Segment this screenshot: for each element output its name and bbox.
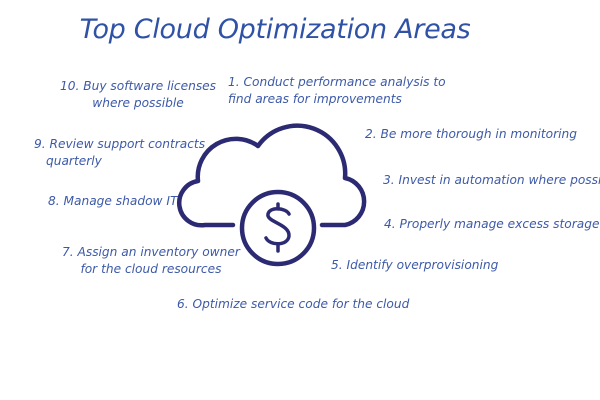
item-7: 7. Assign an inventory owner for the clo…	[62, 244, 240, 278]
item-text: 5. Identify overprovisioning	[331, 258, 499, 272]
item-text: 3. Invest in automation where possible	[383, 173, 600, 187]
item-text: find areas for improvements	[228, 92, 402, 106]
coin-circle	[239, 189, 317, 267]
item-text: 10. Buy software licenses	[60, 79, 217, 93]
item-9: 9. Review support contracts quarterly	[34, 136, 205, 170]
item-text: 1. Conduct performance analysis to	[228, 75, 446, 89]
page-title: Top Cloud Optimization Areas	[79, 14, 471, 45]
item-text: 7. Assign an inventory owner	[62, 245, 240, 259]
item-text: 4. Properly manage excess storage	[384, 217, 600, 231]
item-8: 8. Manage shadow IT	[48, 193, 177, 210]
item-6: 6. Optimize service code for the cloud	[177, 296, 409, 313]
item-10: 10. Buy software licenses where possible	[60, 78, 216, 112]
dollar-sign	[264, 207, 291, 246]
cloud-outline	[176, 123, 367, 228]
item-2: 2. Be more thorough in monitoring	[365, 126, 577, 143]
item-1: 1. Conduct performance analysis to find …	[228, 74, 446, 108]
item-text: for the cloud resources	[80, 262, 222, 276]
item-text: quarterly	[46, 154, 102, 168]
item-4: 4. Properly manage excess storage	[384, 216, 599, 233]
item-3: 3. Invest in automation where possible	[383, 172, 600, 189]
item-text: 2. Be more thorough in monitoring	[365, 127, 577, 141]
item-text: where possible	[92, 96, 184, 110]
item-5: 5. Identify overprovisioning	[331, 257, 498, 274]
item-text: 6. Optimize service code for the cloud	[177, 297, 410, 311]
item-text: 8. Manage shadow IT	[48, 194, 178, 208]
item-text: 9. Review support contracts	[34, 137, 206, 151]
